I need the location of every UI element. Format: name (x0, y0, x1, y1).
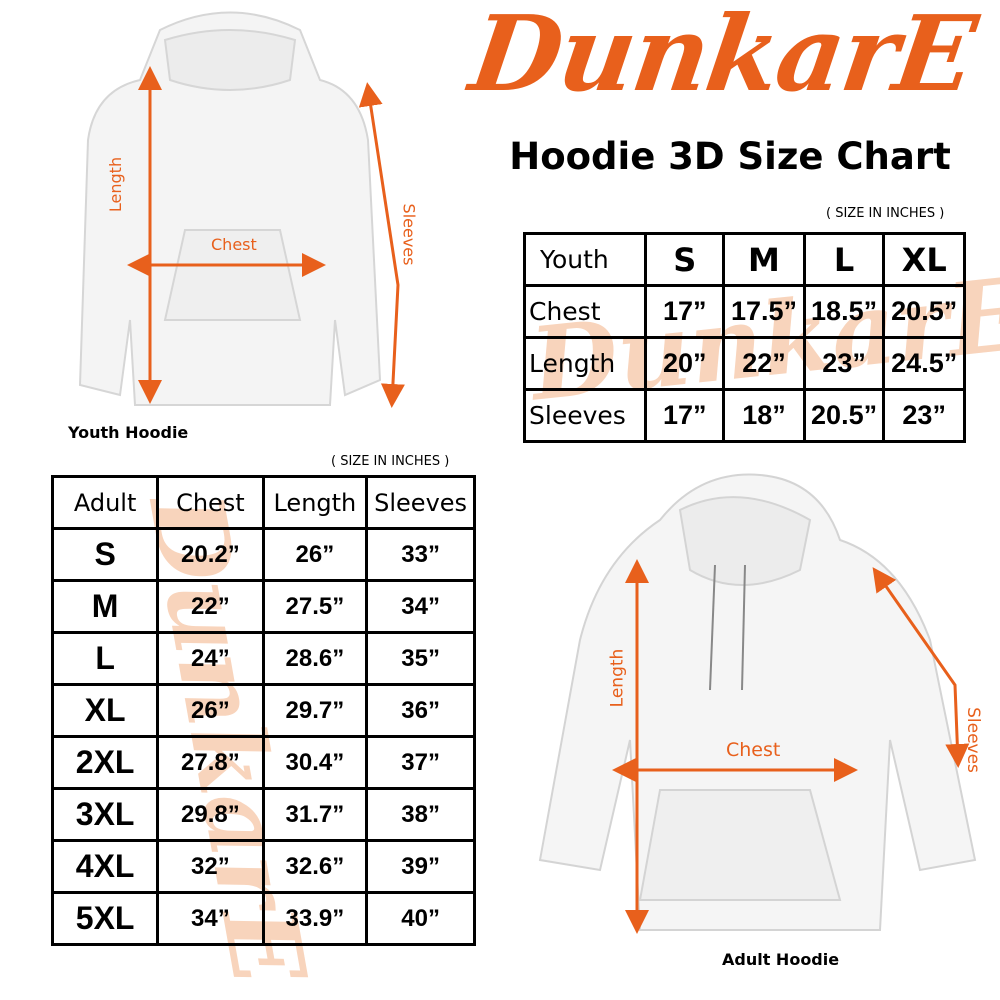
adult-measure-arrows (612, 559, 970, 934)
table-cell: 17.5” (722, 284, 806, 339)
table-cell: 33.9” (261, 891, 369, 946)
header-cell: Adult (50, 475, 160, 530)
header-cell: M (722, 232, 806, 287)
table-cell: 30.4” (261, 735, 369, 790)
table-cell: 24.5” (882, 336, 966, 391)
table-cell: 17” (644, 388, 726, 443)
table-cell: 36” (365, 683, 476, 738)
header-cell: XL (882, 232, 966, 287)
table-cell: 18.5” (802, 284, 886, 339)
header-cell: Length (261, 475, 369, 530)
header-cell: S (644, 232, 726, 287)
table-cell: 23” (882, 388, 966, 443)
table-cell: 34” (365, 579, 476, 634)
table-cell: 40” (365, 891, 476, 946)
adult-sleeves-label: Sleeves (962, 707, 983, 773)
table-cell: 29.8” (156, 787, 265, 842)
table-header-row: Youth S M L XL (522, 232, 966, 287)
table-cell: 28.6” (261, 631, 369, 686)
table-cell: 20.5” (802, 388, 886, 443)
youth-measure-arrows (127, 66, 405, 408)
table-row: 4XL 32” 32.6” 39” (50, 839, 476, 894)
row-label: Sleeves (522, 388, 648, 443)
adult-hoodie-caption: Adult Hoodie (722, 950, 840, 969)
youth-chest-label: Chest (211, 235, 257, 254)
row-label: Length (522, 336, 648, 391)
adult-size-table: Adult Chest Length Sleeves S 20.2” 26” 33” M… (50, 475, 476, 946)
table-cell: 22” (156, 579, 265, 634)
table-cell: 34” (156, 891, 265, 946)
table-cell: 32.6” (261, 839, 369, 894)
table-cell: 32” (156, 839, 265, 894)
row-label: S (50, 527, 160, 582)
table-cell: 20” (644, 336, 726, 391)
row-label: 5XL (50, 891, 160, 946)
header-cell: Sleeves (365, 475, 476, 530)
table-cell: 37” (365, 735, 476, 790)
row-label: XL (50, 683, 160, 738)
youth-unit-note: ( SIZE IN INCHES ) (826, 206, 945, 221)
table-cell: 31.7” (261, 787, 369, 842)
youth-sleeves-label: Sleeves (399, 203, 419, 266)
table-row: 2XL 27.8” 30.4” 37” (50, 735, 476, 790)
brand-logo: DunkarE (463, 0, 982, 115)
table-row: M 22” 27.5” 34” (50, 579, 476, 634)
table-row: Length 20” 22” 23” 24.5” (522, 336, 966, 391)
table-row: 3XL 29.8” 31.7” 38” (50, 787, 476, 842)
table-row: Sleeves 17” 18” 20.5” 23” (522, 388, 966, 443)
youth-sleeves-arrow (358, 82, 405, 408)
table-cell: 23” (802, 336, 886, 391)
table-cell: 27.8” (156, 735, 265, 790)
table-cell: 26” (156, 683, 265, 738)
table-cell: 20.2” (156, 527, 265, 582)
table-row: L 24” 28.6” 35” (50, 631, 476, 686)
row-label: 4XL (50, 839, 160, 894)
adult-sleeves-arrow (872, 567, 970, 768)
youth-length-label: Length (106, 156, 126, 213)
adult-hoodie-image (538, 473, 977, 931)
youth-size-table: Youth S M L XL Chest 17” 17.5” 18.5” 20.… (522, 232, 966, 443)
table-cell: 39” (365, 839, 476, 894)
youth-hoodie-caption: Youth Hoodie (68, 423, 189, 442)
table-cell: 18” (722, 388, 806, 443)
table-row: Chest 17” 17.5” 18.5” 20.5” (522, 284, 966, 339)
table-cell: 17” (644, 284, 726, 339)
row-label: L (50, 631, 160, 686)
table-cell: 20.5” (882, 284, 966, 339)
table-row: S 20.2” 26” 33” (50, 527, 476, 582)
adult-length-label: Length (607, 648, 628, 708)
page-title: Hoodie 3D Size Chart (509, 135, 951, 178)
adult-unit-note: ( SIZE IN INCHES ) (331, 454, 450, 469)
header-cell: Youth (522, 232, 648, 287)
table-header-row: Adult Chest Length Sleeves (50, 475, 476, 530)
table-cell: 24” (156, 631, 265, 686)
table-cell: 33” (365, 527, 476, 582)
table-cell: 26” (261, 527, 369, 582)
row-label: M (50, 579, 160, 634)
table-row: XL 26” 29.7” 36” (50, 683, 476, 738)
table-cell: 22” (722, 336, 806, 391)
header-cell: L (802, 232, 886, 287)
table-cell: 35” (365, 631, 476, 686)
table-cell: 38” (365, 787, 476, 842)
header-cell: Chest (156, 475, 265, 530)
row-label: 2XL (50, 735, 160, 790)
table-cell: 27.5” (261, 579, 369, 634)
row-label: Chest (522, 284, 648, 339)
table-cell: 29.7” (261, 683, 369, 738)
table-row: 5XL 34” 33.9” 40” (50, 891, 476, 946)
row-label: 3XL (50, 787, 160, 842)
adult-chest-label: Chest (726, 739, 781, 761)
